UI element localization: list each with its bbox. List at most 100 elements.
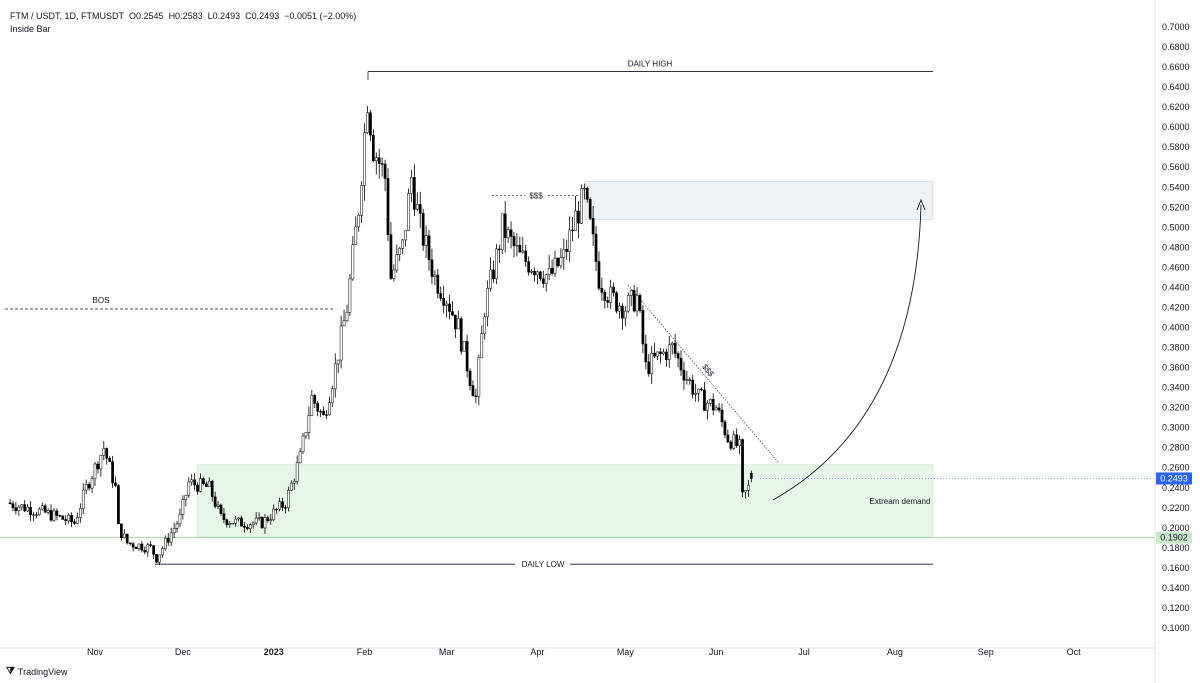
candle-body	[459, 318, 463, 352]
y-tick-label: 0.3600	[1162, 363, 1190, 373]
candle-body	[105, 448, 109, 459]
symbol-label[interactable]: FTM / USDT, 1D, FTMUSDT	[10, 11, 124, 21]
arrow-head-icon	[916, 198, 926, 211]
candle-body	[14, 507, 18, 512]
y-tick-label: 0.1800	[1162, 543, 1190, 553]
x-tick-label: Jun	[709, 647, 724, 657]
candle-body	[120, 523, 123, 539]
candle-body	[465, 341, 469, 372]
candle-body	[210, 480, 214, 498]
candle-body	[723, 421, 727, 436]
candle-body	[163, 538, 167, 549]
candle-body	[407, 193, 410, 231]
candle-body	[67, 514, 70, 522]
y-tick-label: 0.4000	[1162, 323, 1190, 333]
trend-liquidity-label: $$$	[700, 362, 716, 378]
candle-body	[711, 399, 715, 411]
candle-body	[659, 351, 662, 355]
candle-body	[594, 233, 598, 262]
candle-body	[278, 501, 281, 510]
candle-body	[597, 261, 601, 289]
candle-body	[199, 478, 202, 492]
candle-body	[410, 177, 413, 194]
candle-body	[500, 213, 504, 250]
candle-body	[527, 261, 530, 273]
candle-body	[298, 451, 302, 464]
indicator-label[interactable]: Inside Bar	[10, 24, 51, 34]
candle-body	[656, 351, 659, 357]
candle-body	[354, 226, 358, 245]
y-tick-label: 0.3800	[1162, 343, 1190, 353]
candle-body	[61, 515, 65, 520]
candle-body	[111, 461, 114, 484]
candle-body	[694, 392, 697, 395]
candle-body	[726, 434, 730, 443]
candle-body	[96, 463, 100, 470]
candle-body	[363, 132, 366, 186]
y-tick-label: 0.4800	[1162, 242, 1190, 252]
tradingview-icon: ⧩	[6, 666, 15, 677]
candle-body	[272, 508, 276, 520]
candle-body	[146, 544, 150, 553]
candle-body	[49, 510, 53, 521]
candle-body	[342, 320, 346, 327]
candle-body	[333, 363, 337, 389]
candle-body	[653, 352, 656, 357]
candle-body	[670, 342, 674, 346]
candle-body	[216, 504, 220, 507]
candle-body	[35, 514, 38, 516]
candle-body	[732, 434, 736, 449]
candle-body	[603, 291, 607, 301]
candle-body	[629, 290, 633, 296]
x-tick-label: Feb	[357, 647, 373, 657]
candle-body	[240, 517, 243, 527]
candle-body	[386, 178, 390, 235]
candle-body	[618, 305, 621, 312]
candle-body	[134, 546, 138, 550]
x-tick-label: Oct	[1067, 647, 1082, 657]
candle-body	[635, 295, 639, 312]
y-tick-label: 0.5600	[1162, 162, 1190, 172]
candle-body	[720, 409, 724, 423]
candle-body	[541, 278, 545, 284]
candle-body	[565, 248, 569, 252]
candle-body	[246, 527, 249, 529]
x-tick-label: Jul	[798, 647, 810, 657]
candle-body	[40, 505, 44, 510]
x-tick-label: 2023	[264, 647, 284, 657]
daily-high-label: DAILY HIGH	[628, 60, 673, 69]
candle-body	[313, 395, 317, 404]
y-tick-label: 0.4600	[1162, 262, 1190, 272]
candle-body	[348, 278, 352, 313]
candle-body	[703, 389, 706, 411]
candle-body	[436, 274, 440, 294]
y-tick-label: 0.2200	[1162, 503, 1190, 513]
candle-body	[626, 295, 630, 312]
candle-body	[415, 204, 419, 210]
candle-body	[55, 510, 59, 516]
candle-body	[582, 187, 586, 190]
candle-body	[158, 554, 161, 563]
candle-body	[741, 439, 744, 493]
candle-body	[301, 435, 305, 453]
y-tick-label: 0.7000	[1162, 22, 1190, 32]
candle-body	[155, 554, 158, 563]
y-tick-label: 0.6800	[1162, 42, 1190, 52]
demand-zone	[196, 464, 934, 538]
candle-body	[357, 215, 361, 228]
candle-body	[524, 250, 528, 262]
candle-body	[445, 303, 448, 306]
candle-body	[747, 484, 750, 491]
candle-body	[518, 244, 522, 253]
candle-body	[544, 274, 548, 284]
y-tick-label: 0.3000	[1162, 423, 1190, 433]
tradingview-logo[interactable]: ⧩ TradingView	[6, 666, 67, 677]
ohlc-open: O0.2545	[129, 11, 164, 21]
x-tick-label: Apr	[530, 647, 544, 657]
candle-body	[366, 112, 369, 133]
candle-body	[202, 478, 205, 485]
candle-body	[43, 505, 47, 513]
candle-body	[32, 514, 35, 516]
demand-zone-label: Extream demand	[870, 497, 931, 506]
